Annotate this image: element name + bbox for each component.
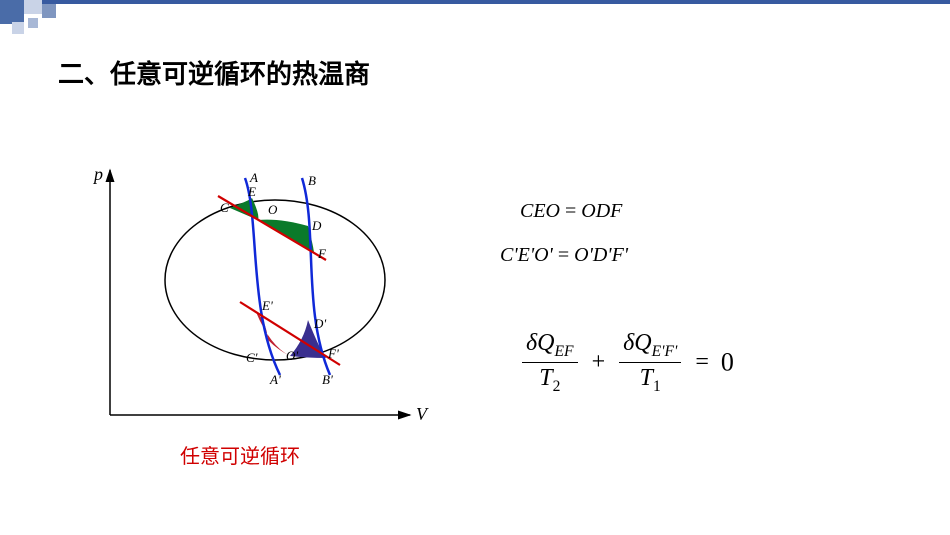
Q-2: Q bbox=[634, 330, 651, 356]
svg-text:V: V bbox=[416, 404, 429, 424]
svg-text:O': O' bbox=[286, 348, 298, 363]
header-border bbox=[0, 0, 950, 26]
pv-diagram-svg: p V A B E C O DF E' D' C' O' F' A' B' bbox=[80, 160, 440, 460]
heat-quotient-equation: δQEF T2 + δQE'F' T1 = 0 bbox=[520, 330, 734, 400]
fraction-2: δQE'F' T1 bbox=[619, 330, 681, 395]
svg-text:A: A bbox=[249, 170, 258, 185]
header-border-svg bbox=[0, 0, 950, 40]
delta-2: δ bbox=[623, 330, 634, 356]
sub-T2: 2 bbox=[553, 378, 561, 395]
svg-text:F: F bbox=[317, 246, 327, 261]
diagram-caption: 任意可逆循环 bbox=[180, 440, 300, 469]
rel2-right: O'D'F' bbox=[574, 244, 628, 266]
fraction-1: δQEF T2 bbox=[522, 330, 578, 395]
svg-text:O: O bbox=[268, 202, 278, 217]
Q-1: Q bbox=[537, 330, 554, 356]
plus-op: + bbox=[586, 349, 612, 376]
svg-text:C: C bbox=[220, 200, 229, 215]
relation-2: C'E'O' = O'D'F' bbox=[500, 244, 628, 267]
svg-text:B: B bbox=[308, 173, 316, 188]
rel1-left: CEO bbox=[520, 200, 560, 222]
sub-EF: EF bbox=[555, 343, 574, 360]
T-1: T bbox=[539, 365, 552, 391]
relation-1: CEO = ODF bbox=[520, 200, 622, 223]
svg-text:F': F' bbox=[327, 346, 339, 361]
sub-T1: 1 bbox=[653, 378, 661, 395]
svg-text:B': B' bbox=[322, 372, 333, 387]
delta-1: δ bbox=[526, 330, 537, 356]
equals-op: = bbox=[689, 349, 715, 376]
zero: 0 bbox=[721, 347, 734, 376]
svg-text:E: E bbox=[247, 184, 256, 199]
rel2-left: C'E'O' bbox=[500, 244, 553, 266]
page-title: 二、任意可逆循环的热温商 bbox=[58, 54, 370, 91]
T-2: T bbox=[640, 365, 653, 391]
svg-text:D': D' bbox=[313, 316, 326, 331]
rel2-eq: = bbox=[558, 244, 574, 266]
rel1-eq: = bbox=[565, 200, 581, 222]
pv-diagram: p V A B E C O DF E' D' C' O' F' A' B' bbox=[80, 160, 440, 460]
svg-text:E': E' bbox=[261, 298, 273, 313]
svg-text:p: p bbox=[92, 164, 103, 184]
svg-text:C': C' bbox=[246, 350, 258, 365]
svg-text:A': A' bbox=[269, 372, 281, 387]
rel1-right: ODF bbox=[581, 200, 622, 222]
svg-text:D: D bbox=[311, 218, 322, 233]
sub-EpFp: E'F' bbox=[652, 343, 678, 360]
